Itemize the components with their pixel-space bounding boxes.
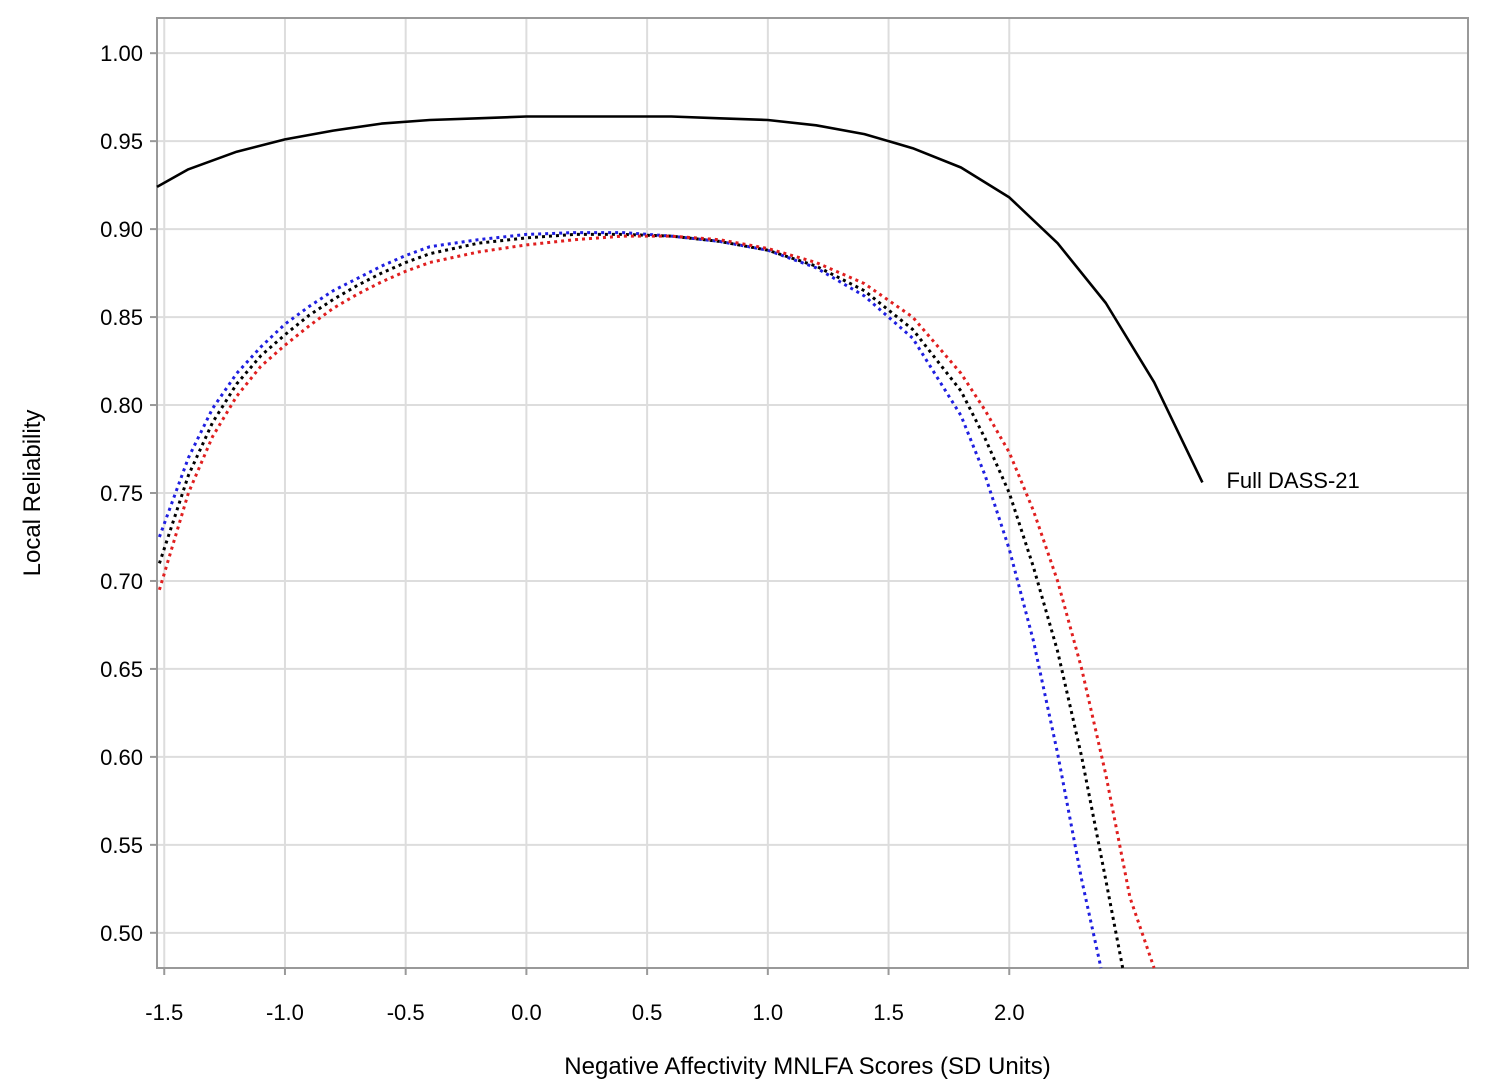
x-axis: -1.5 -1.0 -0.5 0.0 0.5 1.0 1.5 2.0 [145, 968, 1025, 1025]
series-line-black-solid [156, 115, 1204, 483]
x-tick-label: 0.0 [511, 1000, 542, 1025]
series-label: Full DASS-21 [1226, 468, 1359, 493]
annotations: Full DASS-21 [1226, 468, 1359, 493]
y-tick-label: 0.60 [100, 745, 143, 770]
y-tick-label: 0.95 [100, 129, 143, 154]
x-tick-label: 1.5 [873, 1000, 904, 1025]
y-axis: 0.50 0.55 0.60 0.65 0.70 0.75 0.80 0.85 0.90 0.95… [100, 41, 157, 946]
series-line-black-dotted [157, 232, 1125, 969]
y-tick-label: 0.90 [100, 217, 143, 242]
y-tick-label: 0.50 [100, 921, 143, 946]
x-tick-label: 2.0 [994, 1000, 1025, 1025]
y-tick-label: 0.55 [100, 833, 143, 858]
x-tick-label: -1.0 [266, 1000, 304, 1025]
series-line-red-dotted [157, 234, 1156, 969]
y-tick-label: 0.80 [100, 393, 143, 418]
x-tick-label: -0.5 [387, 1000, 425, 1025]
y-tick-label: 1.00 [100, 41, 143, 66]
series-line-blue-dotted [157, 231, 1103, 969]
y-tick-label: 0.85 [100, 305, 143, 330]
y-axis-title: Local Reliability [19, 410, 46, 577]
grid [157, 18, 1468, 968]
x-tick-label: -1.5 [145, 1000, 183, 1025]
x-tick-label: 1.0 [753, 1000, 784, 1025]
y-tick-label: 0.70 [100, 569, 143, 594]
y-tick-label: 0.75 [100, 481, 143, 506]
x-tick-label: 0.5 [632, 1000, 663, 1025]
y-tick-label: 0.65 [100, 657, 143, 682]
series-layer [156, 115, 1204, 969]
x-axis-title: Negative Affectivity MNLFA Scores (SD Un… [564, 1053, 1050, 1080]
